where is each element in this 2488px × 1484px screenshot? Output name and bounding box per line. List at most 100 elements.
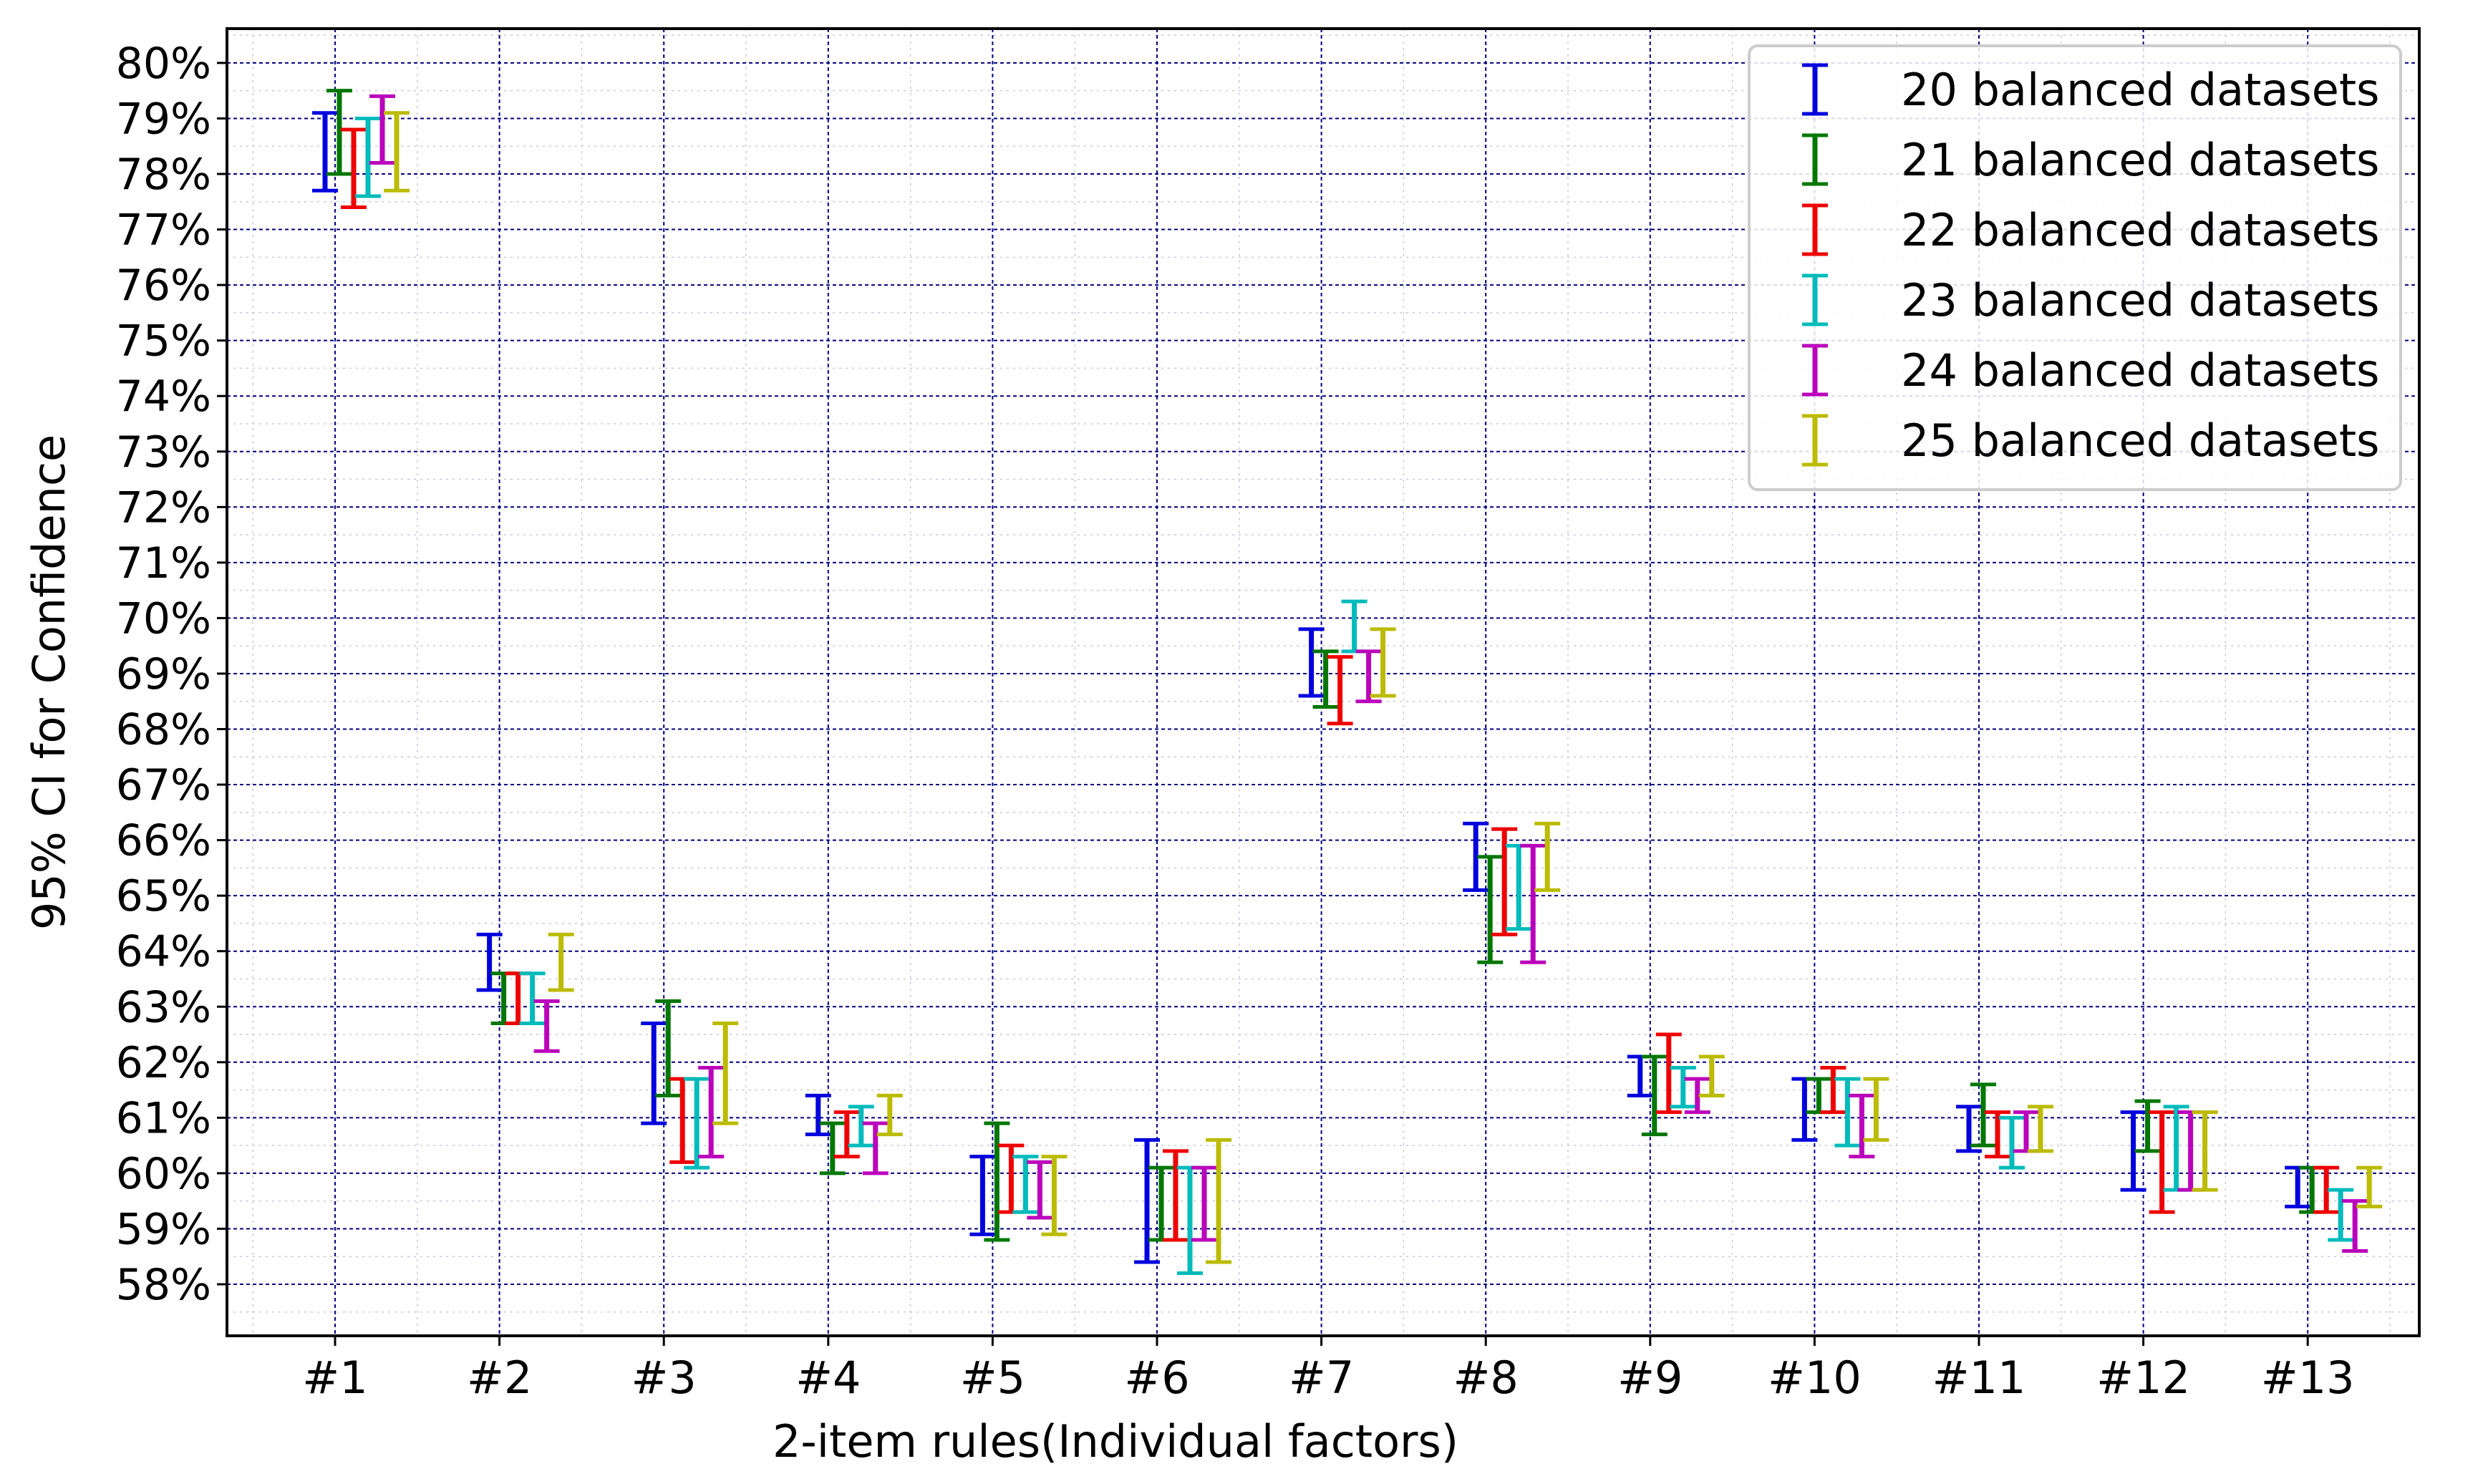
error-bar bbox=[476, 932, 503, 992]
error-bar bbox=[876, 1093, 903, 1137]
legend-label: 21 balanced datasets bbox=[1901, 134, 2379, 186]
error-bar bbox=[1477, 855, 1504, 964]
x-tick-label: #3 bbox=[631, 1352, 696, 1404]
legend-items: 20 balanced datasets 21 balanced datasets… bbox=[1802, 63, 2379, 467]
grid-lines bbox=[227, 29, 2419, 1336]
error-bar bbox=[712, 1022, 739, 1125]
error-bar bbox=[1670, 1066, 1696, 1109]
y-tick-label: 74% bbox=[116, 372, 211, 422]
y-tick-label: 75% bbox=[116, 316, 211, 367]
series-1 bbox=[312, 111, 2311, 1264]
x-tick-label: #4 bbox=[795, 1352, 861, 1404]
error-bar bbox=[1163, 1149, 1189, 1242]
y-tick-label: 65% bbox=[116, 871, 211, 921]
error-bar bbox=[1463, 821, 1489, 892]
y-axis-label: 95% CI for Confidence bbox=[23, 435, 75, 930]
error-bar bbox=[369, 94, 395, 165]
y-tick-label: 76% bbox=[116, 261, 211, 311]
error-bar bbox=[2328, 1188, 2354, 1242]
error-bar bbox=[1985, 1110, 2010, 1159]
error-bar bbox=[312, 111, 338, 193]
error-bar bbox=[1041, 1155, 1068, 1236]
x-axis-label: 2-item rules(Individual factors) bbox=[773, 1415, 1458, 1468]
plot-frame bbox=[226, 27, 2421, 1337]
error-bar bbox=[969, 1155, 996, 1236]
y-tick-label: 68% bbox=[116, 705, 211, 755]
legend-label: 22 balanced datasets bbox=[1901, 204, 2379, 256]
x-tick-label: #1 bbox=[302, 1352, 367, 1404]
y-tick-label: 72% bbox=[116, 482, 211, 533]
error-bar bbox=[819, 1121, 846, 1175]
legend-label: 25 balanced datasets bbox=[1901, 414, 2379, 467]
x-tick-label: #2 bbox=[467, 1352, 532, 1404]
error-bar bbox=[1863, 1077, 1889, 1142]
error-bar bbox=[2356, 1165, 2383, 1208]
y-tick-label: 61% bbox=[116, 1093, 211, 1143]
error-bar bbox=[341, 127, 367, 210]
error-bar bbox=[848, 1105, 874, 1148]
error-bar bbox=[1298, 627, 1325, 698]
error-bar bbox=[1970, 1082, 1996, 1148]
legend-item: 20 balanced datasets bbox=[1802, 63, 2379, 116]
error-bar bbox=[1134, 1138, 1160, 1264]
error-bar bbox=[2134, 1099, 2161, 1153]
error-bar bbox=[1355, 649, 1382, 704]
error-bar bbox=[1370, 627, 1396, 698]
error-bar bbox=[548, 932, 574, 992]
error-bar bbox=[384, 111, 410, 193]
y-tick-label: 73% bbox=[116, 427, 211, 477]
legend: 20 balanced datasets 21 balanced datasets… bbox=[1748, 44, 2402, 491]
error-bar bbox=[684, 1077, 710, 1170]
y-tick-label: 77% bbox=[116, 205, 211, 256]
error-bar bbox=[2120, 1110, 2146, 1192]
error-bar bbox=[1012, 1155, 1039, 1214]
error-bar bbox=[1520, 843, 1546, 964]
x-axis-ticks: #1 #2 #3 #4 #5 #6 #7 #8 #9 #10 #11 #12 #13 bbox=[302, 1336, 2355, 1404]
error-bar bbox=[2342, 1199, 2368, 1253]
y-tick-label: 60% bbox=[116, 1149, 211, 1199]
error-bar bbox=[2192, 1110, 2218, 1192]
legend-item: 21 balanced datasets bbox=[1802, 133, 2379, 186]
y-tick-label: 63% bbox=[116, 982, 211, 1032]
x-tick-label: #12 bbox=[2096, 1352, 2190, 1404]
legend-item: 24 balanced datasets bbox=[1802, 344, 2379, 397]
error-bar bbox=[698, 1066, 725, 1159]
error-bar bbox=[1698, 1054, 1725, 1097]
y-axis-ticks: 58%59%60%61%62%63%64%65%66%67%68%69%70%7… bbox=[116, 39, 227, 1310]
error-bar bbox=[1191, 1165, 1217, 1242]
error-bar bbox=[1849, 1093, 1875, 1159]
y-tick-label: 62% bbox=[116, 1038, 211, 1088]
error-bar bbox=[1491, 827, 1518, 936]
y-tick-label: 58% bbox=[116, 1260, 211, 1310]
y-tick-label: 78% bbox=[116, 150, 211, 200]
legend-item: 23 balanced datasets bbox=[1802, 273, 2379, 326]
x-tick-label: #9 bbox=[1617, 1352, 1683, 1404]
error-bar bbox=[641, 1022, 667, 1125]
error-bar bbox=[2149, 1110, 2175, 1214]
series-5 bbox=[369, 94, 2368, 1253]
error-bar bbox=[655, 999, 682, 1097]
legend-label: 24 balanced datasets bbox=[1901, 344, 2379, 397]
error-bar bbox=[1206, 1138, 1231, 1264]
error-bar bbox=[519, 971, 546, 1026]
error-bar bbox=[1684, 1077, 1710, 1115]
error-bar bbox=[805, 1093, 831, 1137]
y-tick-label: 67% bbox=[116, 760, 211, 810]
error-bar bbox=[1655, 1032, 1682, 1115]
legend-label: 20 balanced datasets bbox=[1901, 64, 2379, 116]
error-bar bbox=[1641, 1054, 1667, 1137]
error-bar bbox=[1312, 649, 1339, 709]
x-tick-label: #5 bbox=[960, 1352, 1025, 1404]
y-tick-label: 70% bbox=[116, 593, 211, 644]
x-tick-label: #13 bbox=[2261, 1352, 2355, 1404]
error-bar bbox=[2313, 1165, 2340, 1214]
error-bar bbox=[1534, 821, 1561, 892]
error-bar bbox=[355, 116, 381, 198]
legend-label: 23 balanced datasets bbox=[1901, 274, 2379, 326]
x-tick-label: #6 bbox=[1124, 1352, 1189, 1404]
x-tick-label: #7 bbox=[1289, 1352, 1354, 1404]
error-bar bbox=[1327, 655, 1353, 726]
x-tick-label: #8 bbox=[1453, 1352, 1518, 1404]
legend-box bbox=[1748, 44, 2402, 491]
